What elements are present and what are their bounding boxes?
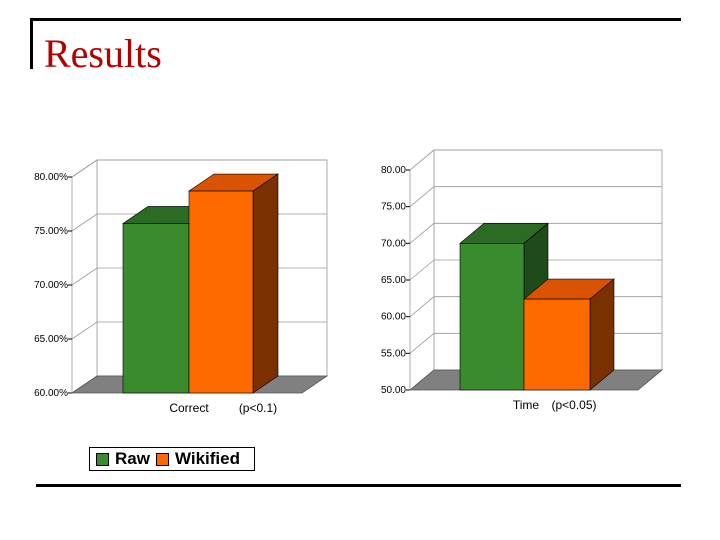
bar-side-wikified (252, 173, 279, 394)
correct-chart: 60.00% 65.00% 70.00% 75.00% 80.00% Correct (p<… (34, 159, 329, 415)
legend-item-raw: Raw (96, 449, 150, 469)
y-tick-label: 75.00 (381, 202, 406, 213)
bar-raw (459, 243, 525, 391)
bottom-rule (36, 484, 681, 487)
legend-label-wikified: Wikified (174, 449, 240, 468)
y-tick-label: 80.00% (34, 172, 68, 183)
y-tick-label: 65.00 (381, 275, 406, 286)
legend-swatch-raw (96, 452, 109, 466)
y-tick-label: 55.00 (381, 348, 406, 359)
legend: Raw Wikified (89, 447, 255, 471)
gridline (409, 259, 662, 281)
gridline (71, 159, 327, 178)
gridline (409, 222, 662, 244)
bar-raw (122, 223, 190, 394)
y-tick-label: 70.00% (34, 280, 68, 291)
legend-label-raw: Raw (115, 449, 150, 468)
title-frame (30, 18, 681, 69)
bar-wikified (188, 190, 254, 394)
x-category-label: Time (513, 398, 540, 412)
legend-swatch-wikified (155, 452, 169, 466)
significance-note: (p<0.05) (551, 398, 596, 412)
legend-item-wikified: Wikified (155, 449, 240, 469)
y-tick-label: 75.00% (34, 226, 68, 237)
slide-title: Results (44, 31, 162, 76)
x-category-label: Correct (169, 401, 209, 415)
y-tick-label: 60.00% (34, 388, 68, 399)
time-chart: 50.00 55.00 60.00 65.00 70.00 75.00 80.00 Time (… (381, 149, 664, 412)
y-tick-label: 60.00 (381, 312, 406, 323)
bar-side-wikified (589, 278, 615, 391)
bar-wikified (523, 298, 591, 391)
gridline (409, 149, 662, 171)
y-tick-label: 80.00 (381, 165, 406, 176)
y-tick-label: 70.00 (381, 238, 406, 249)
y-tick-label: 50.00 (381, 385, 406, 396)
y-tick-label: 65.00% (34, 334, 68, 345)
significance-note: (p<0.1) (239, 401, 277, 415)
gridline (409, 186, 662, 207)
